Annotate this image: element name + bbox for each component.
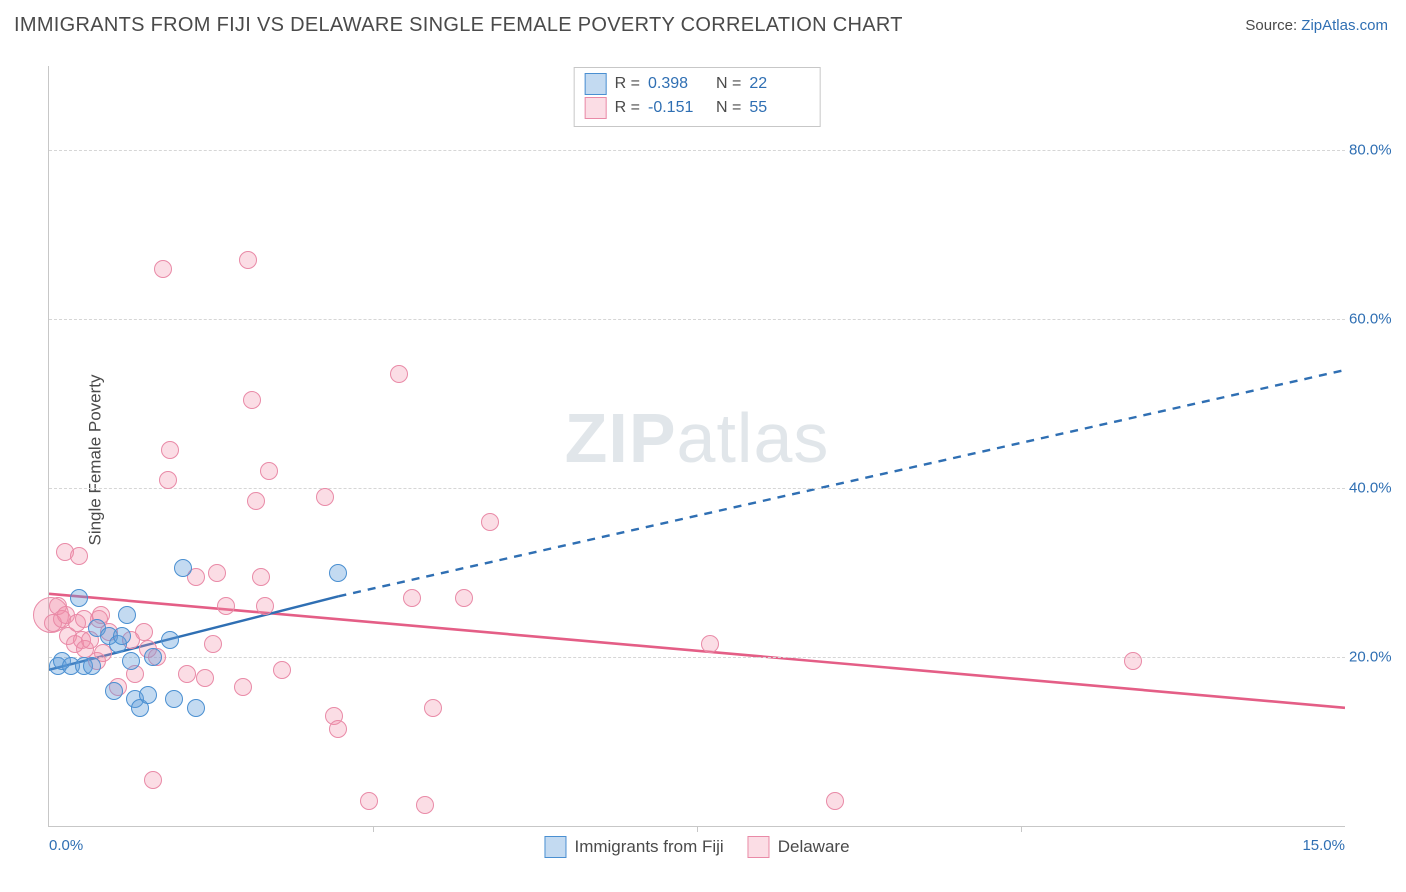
data-point [239,251,257,269]
data-point [329,720,347,738]
data-point [260,462,278,480]
data-point [701,635,719,653]
data-point [159,471,177,489]
source-link[interactable]: ZipAtlas.com [1301,17,1388,34]
x-tick-label: 15.0% [1302,837,1345,854]
data-point [187,699,205,717]
gridline [49,657,1345,658]
data-point [196,669,214,687]
data-point [256,597,274,615]
chart-container: Single Female Poverty ZIPatlas R = 0.398… [0,50,1406,870]
data-point [154,260,172,278]
swatch-delaware [748,836,770,858]
x-tick-label: 0.0% [49,837,83,854]
x-minor-tick [373,826,374,832]
data-point [826,792,844,810]
y-tick-label: 20.0% [1349,649,1403,666]
data-point [135,623,153,641]
data-point [1124,652,1142,670]
data-point [70,547,88,565]
data-point [416,796,434,814]
stats-row-fiji: R = 0.398 N = 22 [585,72,810,96]
data-point [217,597,235,615]
data-point [455,589,473,607]
data-point [316,488,334,506]
stats-legend: R = 0.398 N = 22 R = -0.151 N = 55 [574,67,821,127]
swatch-fiji [544,836,566,858]
data-point [161,441,179,459]
data-point [247,492,265,510]
data-point [165,690,183,708]
swatch-fiji [585,73,607,95]
x-minor-tick [1021,826,1022,832]
data-point [161,631,179,649]
x-minor-tick [697,826,698,832]
data-point [144,648,162,666]
data-point [122,652,140,670]
gridline [49,488,1345,489]
data-point [204,635,222,653]
regression-lines [49,66,1345,826]
data-point [360,792,378,810]
y-tick-label: 40.0% [1349,480,1403,497]
series-legend: Immigrants from Fiji Delaware [544,836,849,858]
data-point [403,589,421,607]
data-point [424,699,442,717]
data-point [390,365,408,383]
source-attribution: Source: ZipAtlas.com [1245,17,1388,34]
data-point [234,678,252,696]
data-point [243,391,261,409]
gridline [49,150,1345,151]
plot-area: ZIPatlas R = 0.398 N = 22 R = -0.151 N =… [48,66,1345,827]
data-point [83,657,101,675]
data-point [329,564,347,582]
stats-row-delaware: R = -0.151 N = 55 [585,96,810,120]
legend-item-delaware: Delaware [748,836,850,858]
gridline [49,319,1345,320]
chart-title: IMMIGRANTS FROM FIJI VS DELAWARE SINGLE … [14,14,903,37]
data-point [144,771,162,789]
data-point [174,559,192,577]
watermark: ZIPatlas [565,398,830,478]
data-point [70,589,88,607]
data-point [178,665,196,683]
y-tick-label: 80.0% [1349,142,1403,159]
swatch-delaware [585,97,607,119]
data-point [118,606,136,624]
data-point [273,661,291,679]
source-label: Source: [1245,17,1301,34]
data-point [208,564,226,582]
data-point [113,627,131,645]
y-tick-label: 60.0% [1349,311,1403,328]
data-point [105,682,123,700]
data-point [252,568,270,586]
legend-item-fiji: Immigrants from Fiji [544,836,723,858]
regression-line [338,370,1345,596]
data-point [481,513,499,531]
data-point [139,686,157,704]
